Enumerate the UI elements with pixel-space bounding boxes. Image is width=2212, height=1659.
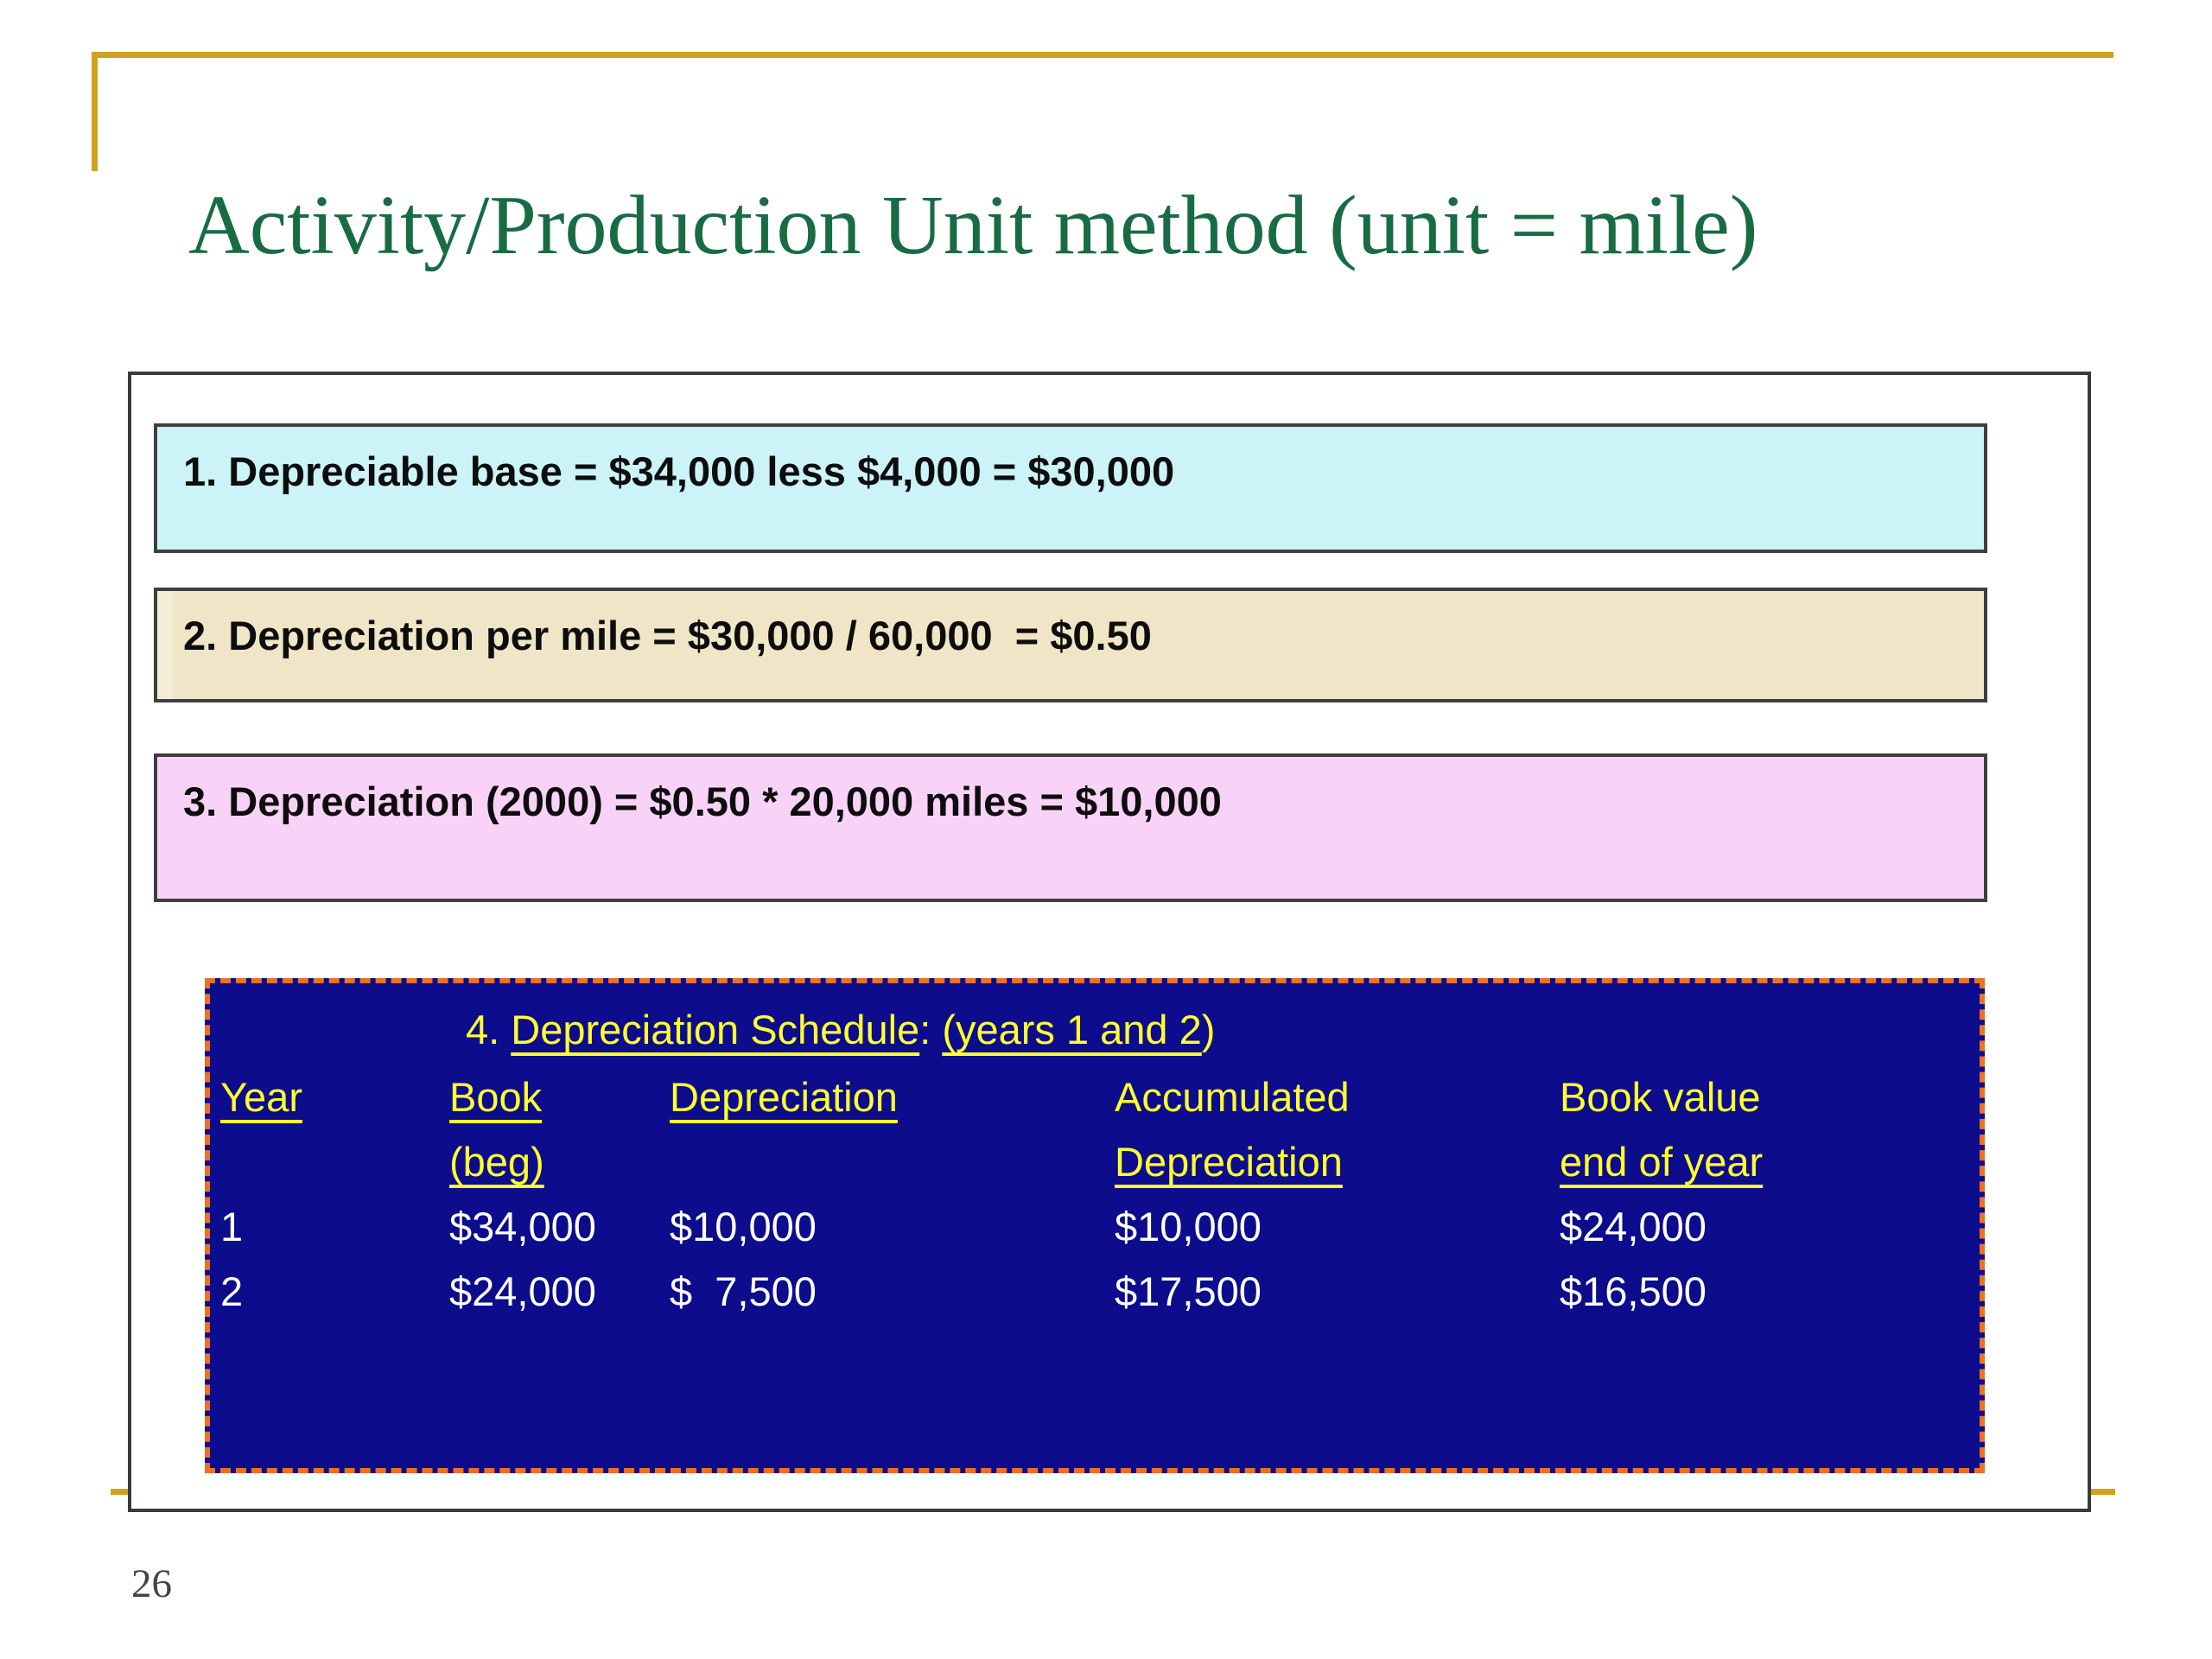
column-header-book-value: Book value <box>1560 1074 1761 1120</box>
schedule-heading-years: (years 1 and 2 <box>942 1007 1202 1052</box>
column-header-year-line2 <box>220 1129 449 1194</box>
table-cell-book-beg-2: $24,000 <box>449 1268 596 1314</box>
gold-left-line <box>92 52 98 171</box>
schedule-table: Year Book Depreciation Accumulated Book … <box>210 1065 1980 1324</box>
depreciation-schedule-box: 4. Depreciation Schedule: (years 1 and 2… <box>205 978 1985 1473</box>
gold-top-line <box>92 52 2113 58</box>
column-header-end-of-year: end of year <box>1560 1139 1764 1185</box>
schedule-heading-title: Depreciation Schedule <box>511 1007 920 1052</box>
table-cell-book-value-1: $24,000 <box>1560 1204 1707 1249</box>
schedule-heading-suffix: ) <box>1201 1007 1216 1052</box>
step-box-depreciation-per-mile: 2. Depreciation per mile = $30,000 / 60,… <box>154 588 1987 702</box>
page-number: 26 <box>131 1561 172 1606</box>
table-cell-depreciation-2: $ 7,500 <box>670 1268 817 1314</box>
column-header-accumulated-depreciation: Depreciation <box>1115 1139 1343 1185</box>
table-cell-book-beg-1: $34,000 <box>449 1204 596 1249</box>
column-header-beg: (beg) <box>449 1139 544 1185</box>
table-cell-year-2: 2 <box>220 1268 244 1314</box>
schedule-heading: 4. Depreciation Schedule: (years 1 and 2… <box>210 983 1980 1063</box>
column-header-depreciation: Depreciation <box>670 1074 898 1120</box>
table-cell-year-1: 1 <box>220 1204 244 1249</box>
column-header-depreciation-line2 <box>670 1129 1115 1194</box>
table-cell-depreciation-1: $10,000 <box>670 1204 817 1249</box>
step-text: 1. Depreciable base = $34,000 less $4,00… <box>183 448 1175 494</box>
schedule-heading-separator: : <box>919 1007 943 1052</box>
slide-title: Activity/Production Unit method (unit = … <box>188 179 1758 272</box>
column-header-year: Year <box>220 1074 302 1120</box>
column-header-book: Book <box>449 1074 543 1120</box>
step-box-depreciable-base: 1. Depreciable base = $34,000 less $4,00… <box>154 423 1987 553</box>
table-cell-accumulated-1: $10,000 <box>1115 1204 1262 1249</box>
step-text: 3. Depreciation (2000) = $0.50 * 20,000 … <box>183 779 1222 824</box>
table-cell-book-value-2: $16,500 <box>1560 1268 1707 1314</box>
step-box-depreciation-2000: 3. Depreciation (2000) = $0.50 * 20,000 … <box>154 753 1987 902</box>
table-cell-accumulated-2: $17,500 <box>1115 1268 1262 1314</box>
schedule-heading-prefix: 4. <box>466 1007 512 1052</box>
step-text: 2. Depreciation per mile = $30,000 / 60,… <box>183 613 1152 658</box>
column-header-accumulated: Accumulated <box>1115 1074 1350 1120</box>
